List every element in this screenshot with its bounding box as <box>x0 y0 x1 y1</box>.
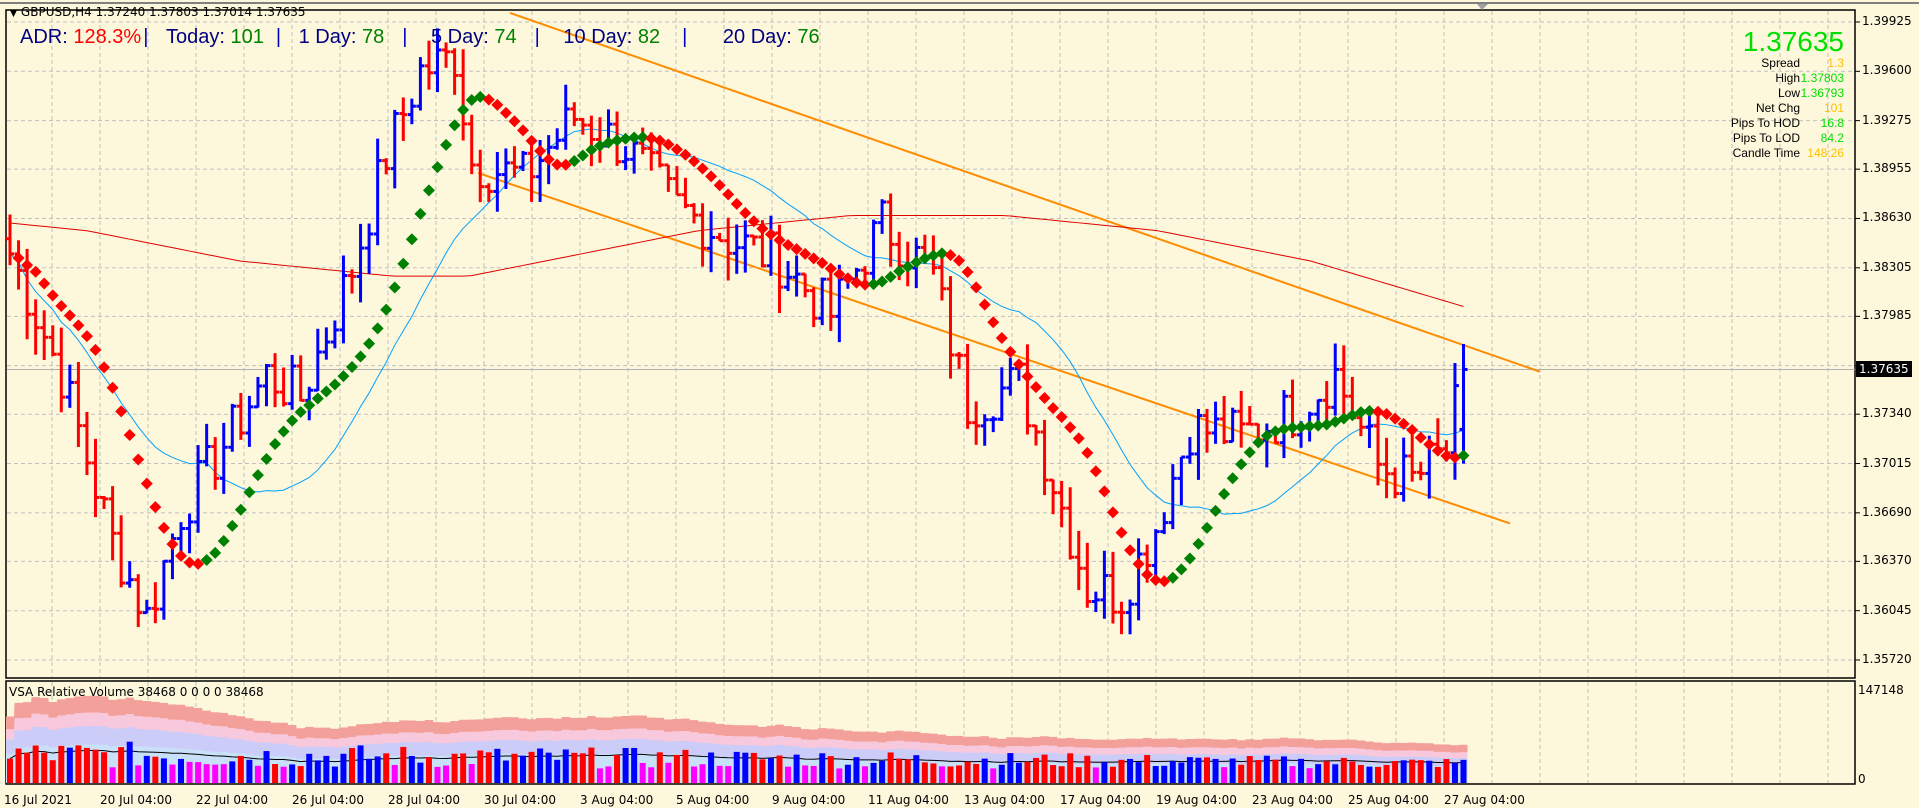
info-value: 101 <box>1823 101 1844 115</box>
time-tick-label: 11 Aug 04:00 <box>868 793 949 807</box>
time-tick-label: 25 Aug 04:00 <box>1348 793 1429 807</box>
day20-value: 76 <box>797 26 820 48</box>
info-value: 84.2 <box>1820 131 1844 145</box>
channel-upper-line[interactable] <box>509 11 1541 373</box>
info-row-candle-time: Candle Time 148:26 <box>1731 146 1844 161</box>
info-row-high: High1.37803 <box>1731 71 1844 86</box>
fast-moving-average <box>9 128 1464 515</box>
info-row-low: Low1.36793 <box>1731 86 1844 101</box>
time-tick-label: 26 Jul 04:00 <box>292 793 364 807</box>
current-price-marker: 1.37635 <box>1856 361 1912 377</box>
info-label: Low <box>1777 86 1800 100</box>
info-value: 148:26 <box>1807 146 1844 160</box>
time-tick-label: 17 Aug 04:00 <box>1060 793 1141 807</box>
chart-shift-marker-icon[interactable] <box>1477 4 1488 10</box>
trend-ma-dots <box>12 90 1470 588</box>
price-tick-label: 1.36045 <box>1862 602 1912 617</box>
info-label: Pips To LOD <box>1732 131 1800 145</box>
info-value: 1.37803 <box>1800 71 1844 85</box>
ohlc-bars <box>6 28 1468 635</box>
price-tick-label: 1.39925 <box>1862 14 1912 28</box>
separator: | <box>402 26 408 48</box>
current-price: 1.37635 <box>1742 26 1844 57</box>
day20-label: 20 Day: <box>722 26 792 48</box>
price-tick-label: 1.37985 <box>1862 308 1912 323</box>
adr-indicator: ADR: 128.3% | Today: 101 | 1 Day: 78 | 5 Da… <box>20 26 820 49</box>
price-info-panel: 1.37635 Spread 1.3 High1.37803 Low1.36793 Ne… <box>1731 28 1844 161</box>
time-tick-label: 20 Jul 04:00 <box>100 793 172 807</box>
price-tick-label: 1.39275 <box>1862 112 1912 127</box>
day1-label: 1 Day: <box>298 26 357 48</box>
main-chart-frame <box>5 9 1856 679</box>
today-value: 101 <box>230 26 264 48</box>
adr-label: ADR: <box>20 26 68 48</box>
price-tick-label: 1.37015 <box>1862 455 1912 470</box>
info-label: High <box>1775 71 1800 85</box>
time-tick-label: 19 Aug 04:00 <box>1156 793 1237 807</box>
price-tick-label: 1.39600 <box>1862 63 1912 78</box>
volume-bars <box>7 741 1467 783</box>
price-tick-label: 1.38630 <box>1862 210 1912 225</box>
collapse-triangle-icon[interactable]: ▼ <box>10 9 17 19</box>
info-row-pips-to-hod: Pips To HOD 16.8 <box>1731 116 1844 131</box>
separator: | <box>143 26 149 48</box>
price-tick-label: 1.36690 <box>1862 504 1912 519</box>
time-tick-label: 22 Jul 04:00 <box>196 793 268 807</box>
info-value: 16.8 <box>1820 116 1844 130</box>
info-value: 1.3 <box>1827 56 1844 70</box>
day10-value: 82 <box>637 26 661 48</box>
symbol-ohlc: GBPUSD,H4 1.37240 1.37803 1.37014 1.3763… <box>20 5 306 19</box>
time-tick-label: 9 Aug 04:00 <box>772 793 846 807</box>
day5-label: 5 Day: <box>431 26 489 48</box>
day1-value: 78 <box>361 26 385 48</box>
price-tick-label: 1.35720 <box>1862 652 1912 666</box>
time-tick-label: 5 Aug 04:00 <box>676 793 750 807</box>
time-tick-label: 28 Jul 04:00 <box>388 793 460 807</box>
time-tick-label: 16 Jul 2021 <box>4 793 72 807</box>
info-label: Net Chg <box>1755 101 1800 115</box>
price-tick-label: 1.37340 <box>1862 406 1912 421</box>
time-tick-label: 3 Aug 04:00 <box>580 793 654 807</box>
info-value: 1.36793 <box>1800 86 1844 100</box>
volume-indicator-title: VSA Relative Volume 38468 0 0 0 0 38468 <box>9 685 264 699</box>
info-label: Spread <box>1761 56 1800 70</box>
price-tick-label: 1.38955 <box>1862 161 1912 176</box>
channel-lower-line[interactable] <box>477 172 1511 525</box>
today-label: Today: <box>165 26 225 48</box>
volume-min-label: 0 <box>1858 772 1866 786</box>
adr-value: 128.3% <box>73 26 142 48</box>
separator: | <box>534 26 540 48</box>
info-label: Pips To HOD <box>1730 116 1800 130</box>
info-label: Candle Time <box>1732 146 1800 160</box>
info-row-spread: Spread 1.3 <box>1731 56 1844 71</box>
info-row-net-chg: Net Chg 101 <box>1731 101 1844 116</box>
day10-label: 10 Day: <box>563 26 633 48</box>
separator: | <box>275 26 282 48</box>
chart-title: ▼ GBPUSD,H4 1.37240 1.37803 1.37014 1.376… <box>10 5 306 19</box>
price-tick-label: 1.36370 <box>1862 553 1912 568</box>
time-tick-label: 23 Aug 04:00 <box>1252 793 1333 807</box>
info-row-pips-to-lod: Pips To LOD 84.2 <box>1731 131 1844 146</box>
time-tick-label: 27 Aug 04:00 <box>1444 793 1525 807</box>
separator: | <box>682 26 688 48</box>
price-tick-label: 1.38305 <box>1862 259 1912 274</box>
day5-value: 74 <box>494 26 517 48</box>
time-tick-label: 30 Jul 04:00 <box>484 793 556 807</box>
time-tick-label: 13 Aug 04:00 <box>964 793 1045 807</box>
grid <box>7 11 1860 783</box>
volume-max-label: 147148 <box>1858 683 1904 697</box>
